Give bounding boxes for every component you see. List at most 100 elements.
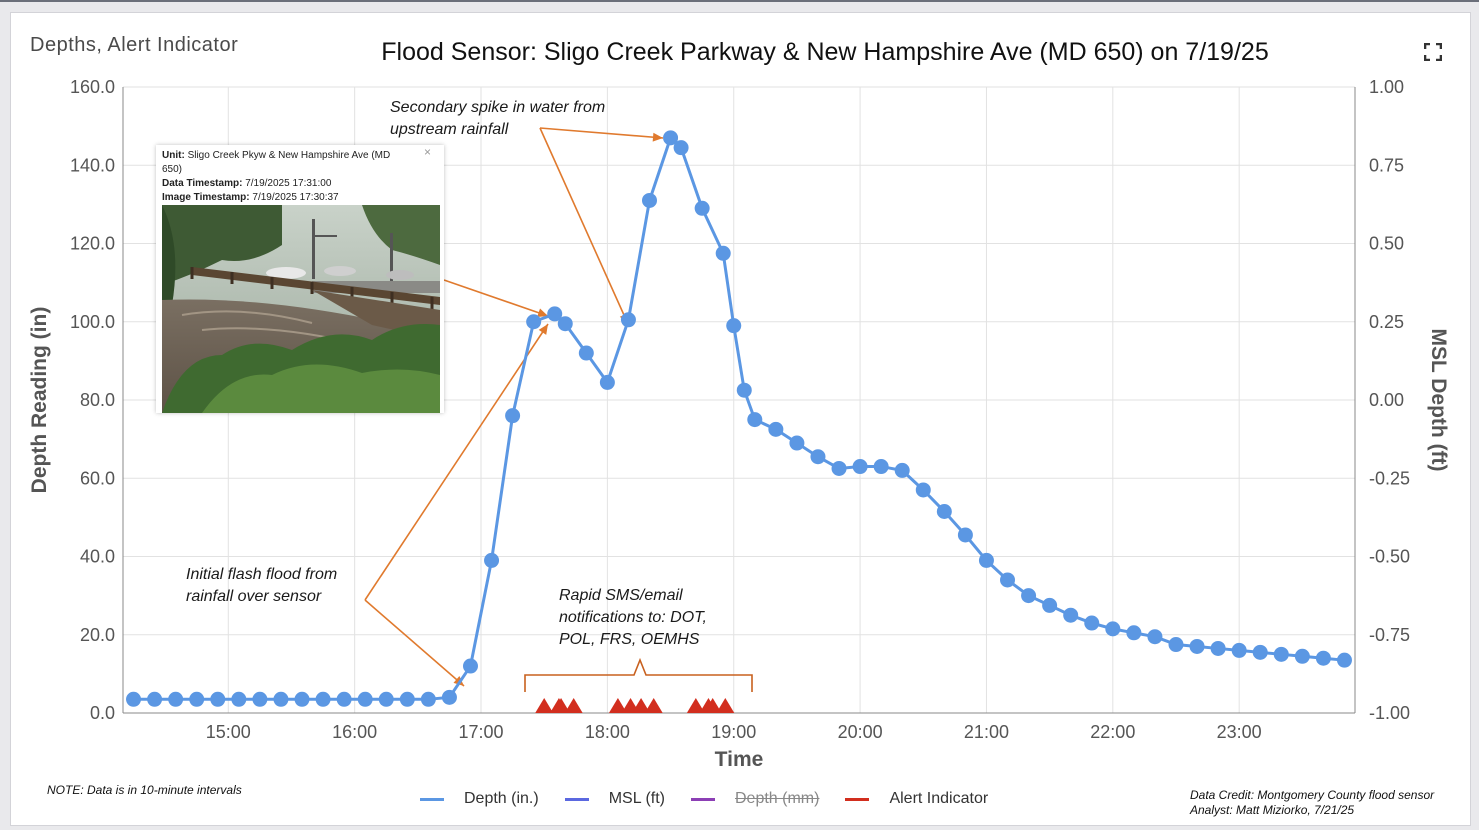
depth-point xyxy=(378,691,394,707)
x-axis-title: Time xyxy=(715,748,764,771)
y2-tick-label: -0.50 xyxy=(1369,547,1410,567)
x-tick-label: 20:00 xyxy=(838,722,883,742)
note-text: NOTE: Data is in 10-minute intervals xyxy=(47,783,242,797)
depth-point xyxy=(599,374,615,390)
unit-value: Sligo Creek Pkyw & New Hampshire Ave (MD… xyxy=(162,150,391,175)
x-tick-label: 21:00 xyxy=(964,722,1009,742)
alert-marker xyxy=(703,698,722,713)
depth-point xyxy=(1168,637,1184,653)
legend-label-alert: Alert Indicator xyxy=(889,790,989,807)
depth-point xyxy=(1042,597,1058,613)
legend-item-alert-indicator[interactable]: Alert Indicator xyxy=(845,790,988,808)
depth-point xyxy=(1231,642,1247,658)
depth-point xyxy=(294,691,310,707)
camera-popup[interactable]: Unit: Sligo Creek Pkyw & New Hampshire A… xyxy=(156,145,444,413)
depth-point xyxy=(357,691,373,707)
depth-point xyxy=(1147,629,1163,645)
depth-point xyxy=(399,691,415,707)
depth-point xyxy=(1105,621,1121,637)
series-layer xyxy=(126,130,1352,707)
depth-point xyxy=(1336,652,1352,668)
annotation-arrowhead xyxy=(538,324,548,335)
y-tick-label: 20.0 xyxy=(80,625,115,645)
annotation-arrow xyxy=(443,279,549,317)
legend-swatch-msl-ft xyxy=(564,797,589,801)
annotation-arrows xyxy=(364,127,753,692)
y2-tick-label: 0.25 xyxy=(1369,312,1404,332)
legend-swatch-depth-mm xyxy=(691,797,715,801)
alert-marker xyxy=(686,698,705,713)
depth-point xyxy=(505,408,521,424)
annotation-arrowhead xyxy=(652,132,663,142)
depth-point xyxy=(484,552,500,568)
y-tick-label: 0.0 xyxy=(90,703,115,723)
annotation-arrowhead xyxy=(537,308,548,317)
y2-axis-title: MSL Depth (ft) xyxy=(1427,328,1450,471)
depth-point xyxy=(1294,648,1310,664)
alert-marker xyxy=(632,698,651,713)
unit-label: Unit: xyxy=(162,150,185,161)
depth-point xyxy=(231,691,247,707)
legend: Depth (in.) MSL (ft) Depth (mm) Alert In… xyxy=(420,786,1014,812)
alert-marker xyxy=(644,698,663,713)
data-timestamp-value: 7/19/2025 17:31:00 xyxy=(245,178,332,189)
y-tick-label: 100.0 xyxy=(70,312,115,332)
x-tick-label: 18:00 xyxy=(585,722,630,742)
annotation-initial-flash: Initial flash flood from rainfall over s… xyxy=(186,566,338,605)
depth-point xyxy=(252,691,268,707)
y2-tick-label: -1.00 xyxy=(1369,703,1410,723)
depth-point xyxy=(462,658,478,674)
depth-point xyxy=(547,306,563,322)
legend-item-depth-in[interactable]: Depth (in.) xyxy=(420,790,539,808)
depth-point xyxy=(1063,607,1079,623)
depth-point xyxy=(894,462,910,478)
annotation-arrow xyxy=(364,599,465,687)
depth-point xyxy=(852,459,868,475)
widget-title: Depths, Alert Indicator xyxy=(30,34,239,56)
depth-point xyxy=(978,552,994,568)
depth-point xyxy=(694,200,710,216)
depth-point xyxy=(663,130,679,146)
alert-marker xyxy=(564,698,583,713)
depth-point xyxy=(168,691,184,707)
legend-item-depth-mm[interactable]: Depth (mm) xyxy=(691,790,819,808)
depth-point xyxy=(810,449,826,465)
legend-item-msl-ft[interactable]: MSL (ft) xyxy=(564,790,665,808)
depth-point xyxy=(1315,650,1331,666)
depth-point xyxy=(578,345,594,361)
legend-swatch-alert xyxy=(845,797,870,801)
annotation-sms: Rapid SMS/email notifications to: DOT, P… xyxy=(559,587,707,648)
credit-text: Data Credit: Montgomery County flood sen… xyxy=(1190,788,1434,818)
alert-marker xyxy=(535,698,554,713)
camera-image xyxy=(162,205,440,413)
axes: 0.0 -1.00 20.0 -0.75 40.0 -0.50 60.0 -0.25 80.0 0… xyxy=(28,77,1450,771)
depth-point xyxy=(768,421,784,437)
y2-tick-label: 1.00 xyxy=(1369,77,1404,97)
depth-point xyxy=(673,140,689,156)
image-timestamp-label: Image Timestamp: xyxy=(162,192,250,203)
legend-label-depth-in: Depth (in.) xyxy=(464,790,539,807)
depth-point xyxy=(789,435,805,451)
depth-point xyxy=(126,691,142,707)
depth-point xyxy=(1273,646,1289,662)
depth-point xyxy=(336,691,352,707)
credit-line-2: Analyst: Matt Miziorko, 7/21/25 xyxy=(1190,803,1355,817)
depth-point xyxy=(420,691,436,707)
close-icon[interactable]: × xyxy=(424,145,432,159)
depth-point xyxy=(1210,640,1226,656)
depth-point xyxy=(936,504,952,520)
depth-point xyxy=(189,691,205,707)
depth-point xyxy=(1252,644,1268,660)
chart-title: Flood Sensor: Sligo Creek Parkway & New … xyxy=(381,38,1269,66)
fullscreen-icon[interactable] xyxy=(1424,43,1442,61)
y-tick-label: 80.0 xyxy=(80,390,115,410)
depth-point xyxy=(1021,588,1037,604)
depth-point xyxy=(747,412,763,428)
depth-point xyxy=(526,314,542,330)
alert-marker xyxy=(608,698,627,713)
x-tick-label: 15:00 xyxy=(206,722,251,742)
image-timestamp-value: 7/19/2025 17:30:37 xyxy=(252,192,339,203)
y-axis-title: Depth Reading (in) xyxy=(28,307,51,494)
legend-label-msl-ft: MSL (ft) xyxy=(608,790,665,807)
depth-point xyxy=(715,245,731,261)
